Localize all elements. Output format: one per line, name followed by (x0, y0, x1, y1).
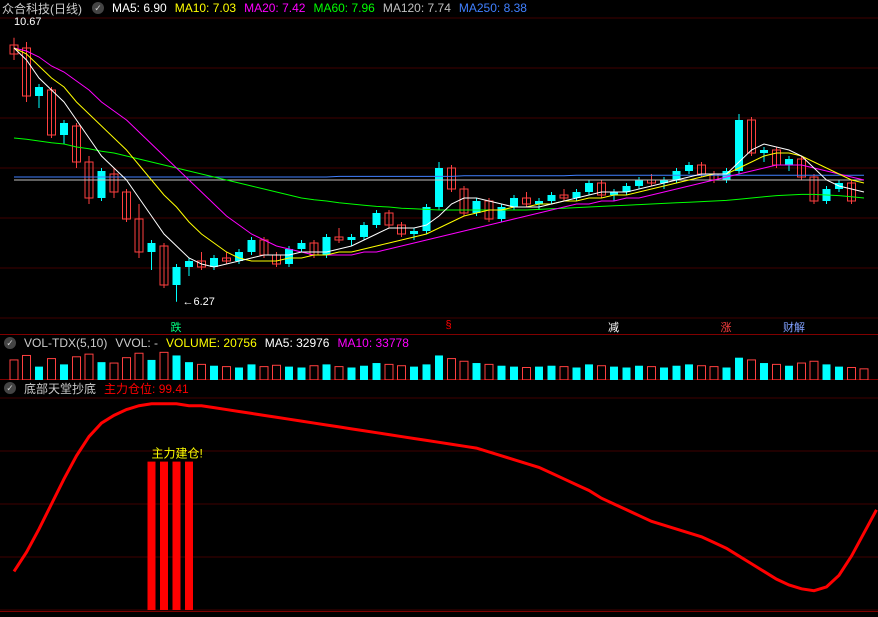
annotation-row: 跌 § 减 涨 财解 (0, 319, 878, 335)
chart-marker: 涨 (721, 319, 732, 335)
chart-marker: 财解 (783, 319, 805, 335)
candlestick-chart[interactable] (0, 0, 878, 335)
volume-panel[interactable]: ✓ VOL-TDX(5,10) VVOL: - VOLUME: 20756MA5… (0, 335, 878, 380)
indicator-chart[interactable]: 主力建仓! (0, 380, 878, 612)
vol-legend: VOLUME: 20756MA5: 32976MA10: 33778 (166, 336, 417, 350)
ind-header: ✓ 底部天堂抄底 主力仓位: 99.41 (2, 380, 189, 396)
stock-title: 众合科技(日线) (2, 0, 82, 17)
main-header: 众合科技(日线) ✓ MA5: 6.90MA10: 7.03MA20: 7.42… (2, 0, 535, 16)
vvol-label: VVOL: - (115, 336, 158, 350)
vol-header: ✓ VOL-TDX(5,10) VVOL: - VOLUME: 20756MA5… (2, 335, 417, 351)
toggle-icon[interactable]: ✓ (4, 337, 16, 349)
price-high-label: 10.67 (14, 16, 42, 28)
indicator-panel[interactable]: ✓ 底部天堂抄底 主力仓位: 99.41 主力建仓! (0, 380, 878, 612)
ma-legend: MA5: 6.90MA10: 7.03MA20: 7.42MA60: 7.96M… (112, 1, 535, 15)
price-low-label: ←6.27 (183, 296, 215, 308)
chart-marker: 减 (608, 319, 619, 335)
chart-marker: § (446, 319, 452, 331)
toggle-icon[interactable]: ✓ (92, 2, 104, 14)
toggle-icon[interactable]: ✓ (4, 382, 16, 394)
candlestick-panel[interactable]: 众合科技(日线) ✓ MA5: 6.90MA10: 7.03MA20: 7.42… (0, 0, 878, 335)
ind-sub: 主力仓位: 99.41 (104, 380, 189, 397)
ind-title: 底部天堂抄底 (24, 380, 96, 397)
svg-text:主力建仓!: 主力建仓! (152, 446, 203, 460)
vol-title: VOL-TDX(5,10) (24, 336, 107, 350)
chart-marker: 跌 (171, 319, 182, 335)
